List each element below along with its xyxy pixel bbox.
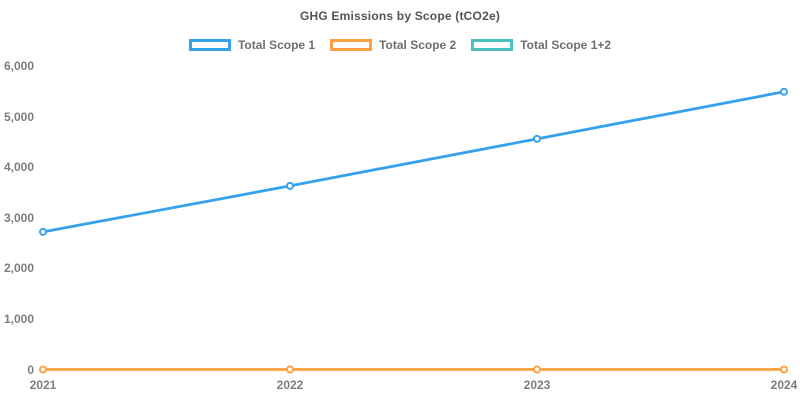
legend-item-total-scope-2[interactable]: Total Scope 2 xyxy=(330,38,456,52)
legend-swatch-scope-1 xyxy=(188,39,231,51)
legend-label-scope-1: Total Scope 1 xyxy=(237,38,316,52)
legend-label-scope-2: Total Scope 2 xyxy=(379,38,457,52)
legend-item-total-scope-1-2[interactable]: Total Scope 1+2 xyxy=(471,38,611,52)
data-point[interactable] xyxy=(533,134,541,143)
data-point[interactable] xyxy=(286,365,294,374)
x-tick-label: 2022 xyxy=(276,378,304,392)
y-tick-label: 6,000 xyxy=(3,59,34,73)
x-tick-label: 2023 xyxy=(523,378,551,392)
y-tick-label: 4,000 xyxy=(3,160,34,175)
legend-item-total-scope-1[interactable]: Total Scope 1 xyxy=(188,38,316,52)
x-tick-label: 2024 xyxy=(770,378,798,392)
data-point[interactable] xyxy=(780,87,788,96)
y-tick-label: 3,000 xyxy=(3,210,34,225)
y-tick-label: 5,000 xyxy=(3,109,34,124)
data-point[interactable] xyxy=(39,365,47,374)
y-tick-label: 1,000 xyxy=(3,311,34,326)
legend-label-scope-1-2: Total Scope 1+2 xyxy=(520,38,612,52)
series-line xyxy=(42,90,785,234)
y-tick-label: 2,000 xyxy=(3,261,34,276)
data-point[interactable] xyxy=(780,365,788,374)
chart-legend: Total Scope 1 Total Scope 2 Total Scope … xyxy=(0,38,800,52)
data-point[interactable] xyxy=(533,365,541,374)
y-tick-label: 0 xyxy=(27,362,34,377)
legend-swatch-scope-2 xyxy=(330,39,373,51)
chart-title: GHG Emissions by Scope (tCO2e) xyxy=(299,9,501,23)
data-point[interactable] xyxy=(286,181,294,190)
x-tick-label: 2021 xyxy=(29,378,57,392)
legend-swatch-scope-1-2 xyxy=(471,39,514,51)
data-point[interactable] xyxy=(39,227,47,236)
